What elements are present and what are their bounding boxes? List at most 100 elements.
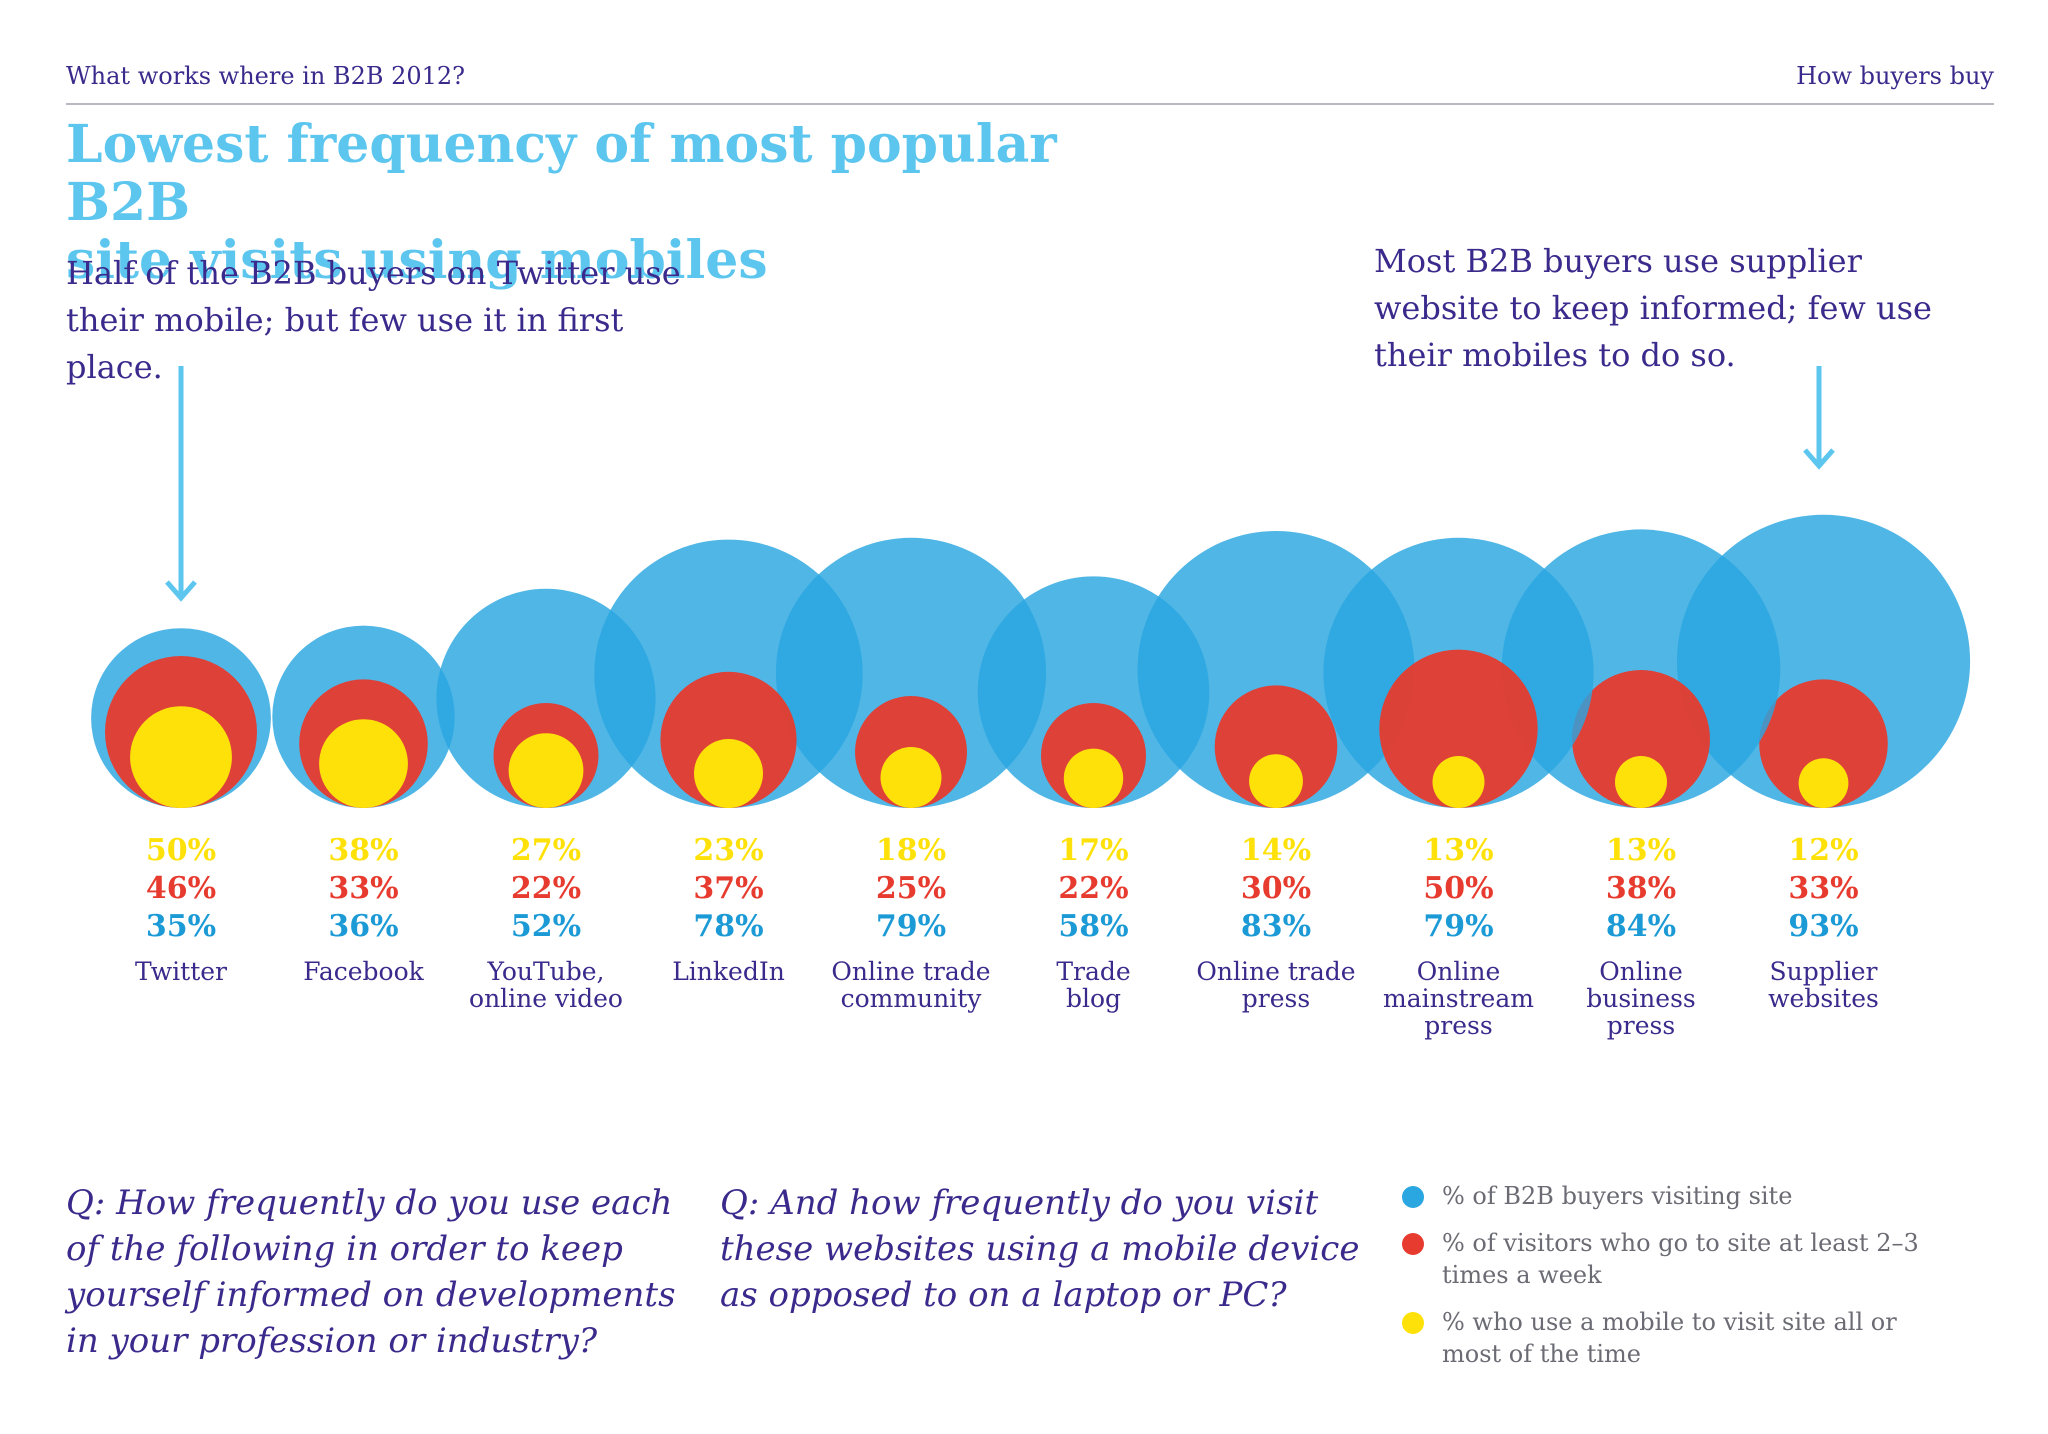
bubble-group xyxy=(594,539,863,809)
value-label-yellow: 13% xyxy=(1606,833,1676,868)
value-label-blue: 78% xyxy=(693,909,763,944)
value-label-red: 30% xyxy=(1241,871,1311,906)
header-divider xyxy=(66,103,1994,105)
value-label-blue: 79% xyxy=(876,909,946,944)
category-label: Online trade press xyxy=(1196,957,1355,1013)
value-label-blue: 35% xyxy=(146,909,216,944)
category-label-line: LinkedIn xyxy=(672,957,785,986)
category-label-line: Online trade xyxy=(831,957,990,986)
legend-yellow-label: % who use a mobile to visit site all or … xyxy=(1442,1308,1897,1368)
category-label-line: press xyxy=(1607,1011,1675,1040)
category-label-line: websites xyxy=(1768,984,1879,1013)
header-left: What works where in B2B 2012? xyxy=(66,62,466,90)
bubble-group xyxy=(91,628,271,808)
value-label-blue: 36% xyxy=(328,909,398,944)
bubble-group xyxy=(436,588,656,809)
annotation-left: Half of the B2B buyers on Twitter use th… xyxy=(66,254,681,386)
label-layer: 50%46%35%Twitter38%33%36%Facebook27%22%5… xyxy=(135,833,1879,1040)
category-label-line: Twitter xyxy=(135,957,227,986)
category-label-line: press xyxy=(1424,1011,1492,1040)
category-label: Facebook xyxy=(303,957,424,986)
value-label-blue: 79% xyxy=(1423,909,1493,944)
bubble-yellow xyxy=(319,719,408,808)
question-1: Q: How frequently do you use each of the… xyxy=(66,1183,676,1361)
value-label-blue: 58% xyxy=(1058,909,1128,944)
legend-item-blue: % of B2B buyers visiting site xyxy=(1402,1180,1962,1212)
legend-item-yellow: % who use a mobile to visit site all or … xyxy=(1402,1306,1962,1370)
bubble-red xyxy=(1759,679,1888,808)
bubble-yellow xyxy=(1063,748,1124,808)
arrow-left-head xyxy=(165,580,197,602)
category-label-line: press xyxy=(1242,984,1310,1013)
category-label-line: blog xyxy=(1066,984,1121,1013)
bubble-group xyxy=(1323,537,1594,809)
value-label-red: 46% xyxy=(146,871,216,906)
arrow-right-head xyxy=(1803,448,1835,470)
bubble-red xyxy=(1572,670,1710,808)
value-label-yellow: 27% xyxy=(511,833,581,868)
value-label-yellow: 17% xyxy=(1058,833,1128,868)
value-label-yellow: 38% xyxy=(328,833,398,868)
value-label-yellow: 13% xyxy=(1423,833,1493,868)
bubble-yellow xyxy=(694,739,763,808)
category-label: LinkedIn xyxy=(672,957,785,986)
bubble-red xyxy=(1214,685,1338,808)
header-right: How buyers buy xyxy=(1796,62,1994,90)
legend-blue-dot-icon xyxy=(1402,1186,1424,1208)
annotation-right: Most B2B buyers use supplier website to … xyxy=(1374,242,1932,374)
bubble-red xyxy=(1379,649,1538,808)
bubble-yellow xyxy=(508,733,584,808)
category-label: Online business press xyxy=(1586,957,1696,1040)
category-label: Online mainstream press xyxy=(1383,957,1534,1040)
category-label-line: online video xyxy=(469,984,623,1013)
category-label: YouTube, online video xyxy=(469,957,623,1013)
bubble-blue xyxy=(436,588,656,809)
bubble-yellow xyxy=(1432,756,1485,808)
category-label-line: Online trade xyxy=(1196,957,1355,986)
category-label-line: YouTube, xyxy=(486,957,604,986)
category-label-line: Trade xyxy=(1056,957,1130,986)
category-label-line: Supplier xyxy=(1770,957,1878,986)
category-label-line: Online xyxy=(1599,957,1682,986)
value-label-yellow: 23% xyxy=(693,833,763,868)
value-label-red: 33% xyxy=(328,871,398,906)
value-label-yellow: 18% xyxy=(876,833,946,868)
bubble-group xyxy=(977,576,1210,808)
category-label-line: business xyxy=(1586,984,1696,1013)
category-label-line: Facebook xyxy=(303,957,424,986)
category-label-line: Online xyxy=(1417,957,1500,986)
value-label-red: 22% xyxy=(1058,871,1128,906)
bubble-yellow xyxy=(880,747,942,808)
question-2: Q: And how frequently do you visit these… xyxy=(720,1183,1360,1315)
title-line-2: site visits using mobiles xyxy=(66,230,768,291)
value-label-red: 37% xyxy=(693,871,763,906)
legend-item-red: % of visitors who go to site at least 2–… xyxy=(1402,1227,1962,1291)
value-label-blue: 83% xyxy=(1241,909,1311,944)
value-label-red: 38% xyxy=(1606,871,1676,906)
value-label-blue: 84% xyxy=(1606,909,1676,944)
category-label: Twitter xyxy=(135,957,227,986)
bubble-yellow xyxy=(1615,756,1667,808)
value-label-yellow: 12% xyxy=(1788,833,1858,868)
legend-blue-label: % of B2B buyers visiting site xyxy=(1442,1182,1793,1210)
title-line-1: Lowest frequency of most popular B2B xyxy=(66,114,1057,233)
legend-red-dot-icon xyxy=(1402,1233,1424,1255)
bubble-yellow xyxy=(1249,754,1303,808)
category-label: Supplier websites xyxy=(1768,957,1879,1013)
value-label-yellow: 14% xyxy=(1241,833,1311,868)
category-label-line: mainstream xyxy=(1383,984,1534,1013)
category-label: Trade blog xyxy=(1056,957,1130,1013)
value-label-red: 33% xyxy=(1788,871,1858,906)
category-label-line: community xyxy=(841,984,983,1013)
bubble-yellow xyxy=(130,706,232,808)
legend: % of B2B buyers visiting site % of visit… xyxy=(1402,1180,1962,1385)
value-label-yellow: 50% xyxy=(146,833,216,868)
bubble-layer xyxy=(91,514,1971,809)
legend-red-label: % of visitors who go to site at least 2–… xyxy=(1442,1229,1919,1289)
value-label-blue: 93% xyxy=(1788,909,1858,944)
category-label: Online trade community xyxy=(831,957,990,1013)
legend-yellow-dot-icon xyxy=(1402,1312,1424,1334)
value-label-blue: 52% xyxy=(511,909,581,944)
